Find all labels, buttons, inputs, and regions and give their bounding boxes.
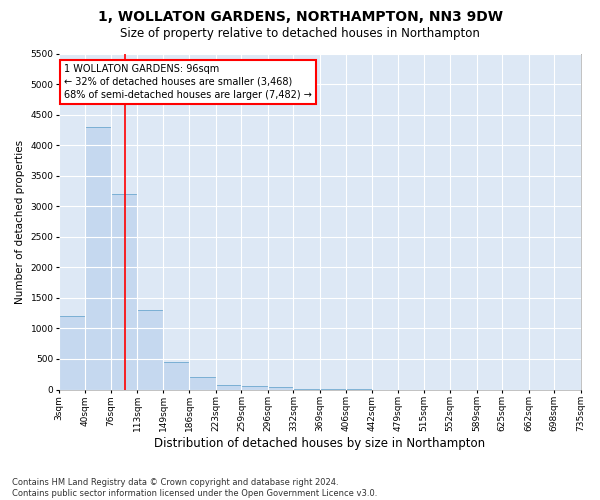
- Bar: [137, 310, 163, 390]
- Bar: [241, 386, 268, 390]
- X-axis label: Distribution of detached houses by size in Northampton: Distribution of detached houses by size …: [154, 437, 485, 450]
- Y-axis label: Number of detached properties: Number of detached properties: [15, 140, 25, 304]
- Text: Size of property relative to detached houses in Northampton: Size of property relative to detached ho…: [120, 28, 480, 40]
- Bar: [85, 127, 111, 390]
- Bar: [111, 194, 137, 390]
- Text: Contains HM Land Registry data © Crown copyright and database right 2024.
Contai: Contains HM Land Registry data © Crown c…: [12, 478, 377, 498]
- Bar: [59, 316, 85, 390]
- Bar: [268, 387, 293, 390]
- Bar: [190, 378, 216, 390]
- Bar: [163, 362, 190, 390]
- Bar: [216, 384, 241, 390]
- Text: 1 WOLLATON GARDENS: 96sqm
← 32% of detached houses are smaller (3,468)
68% of se: 1 WOLLATON GARDENS: 96sqm ← 32% of detac…: [64, 64, 312, 100]
- Text: 1, WOLLATON GARDENS, NORTHAMPTON, NN3 9DW: 1, WOLLATON GARDENS, NORTHAMPTON, NN3 9D…: [97, 10, 503, 24]
- Bar: [293, 389, 320, 390]
